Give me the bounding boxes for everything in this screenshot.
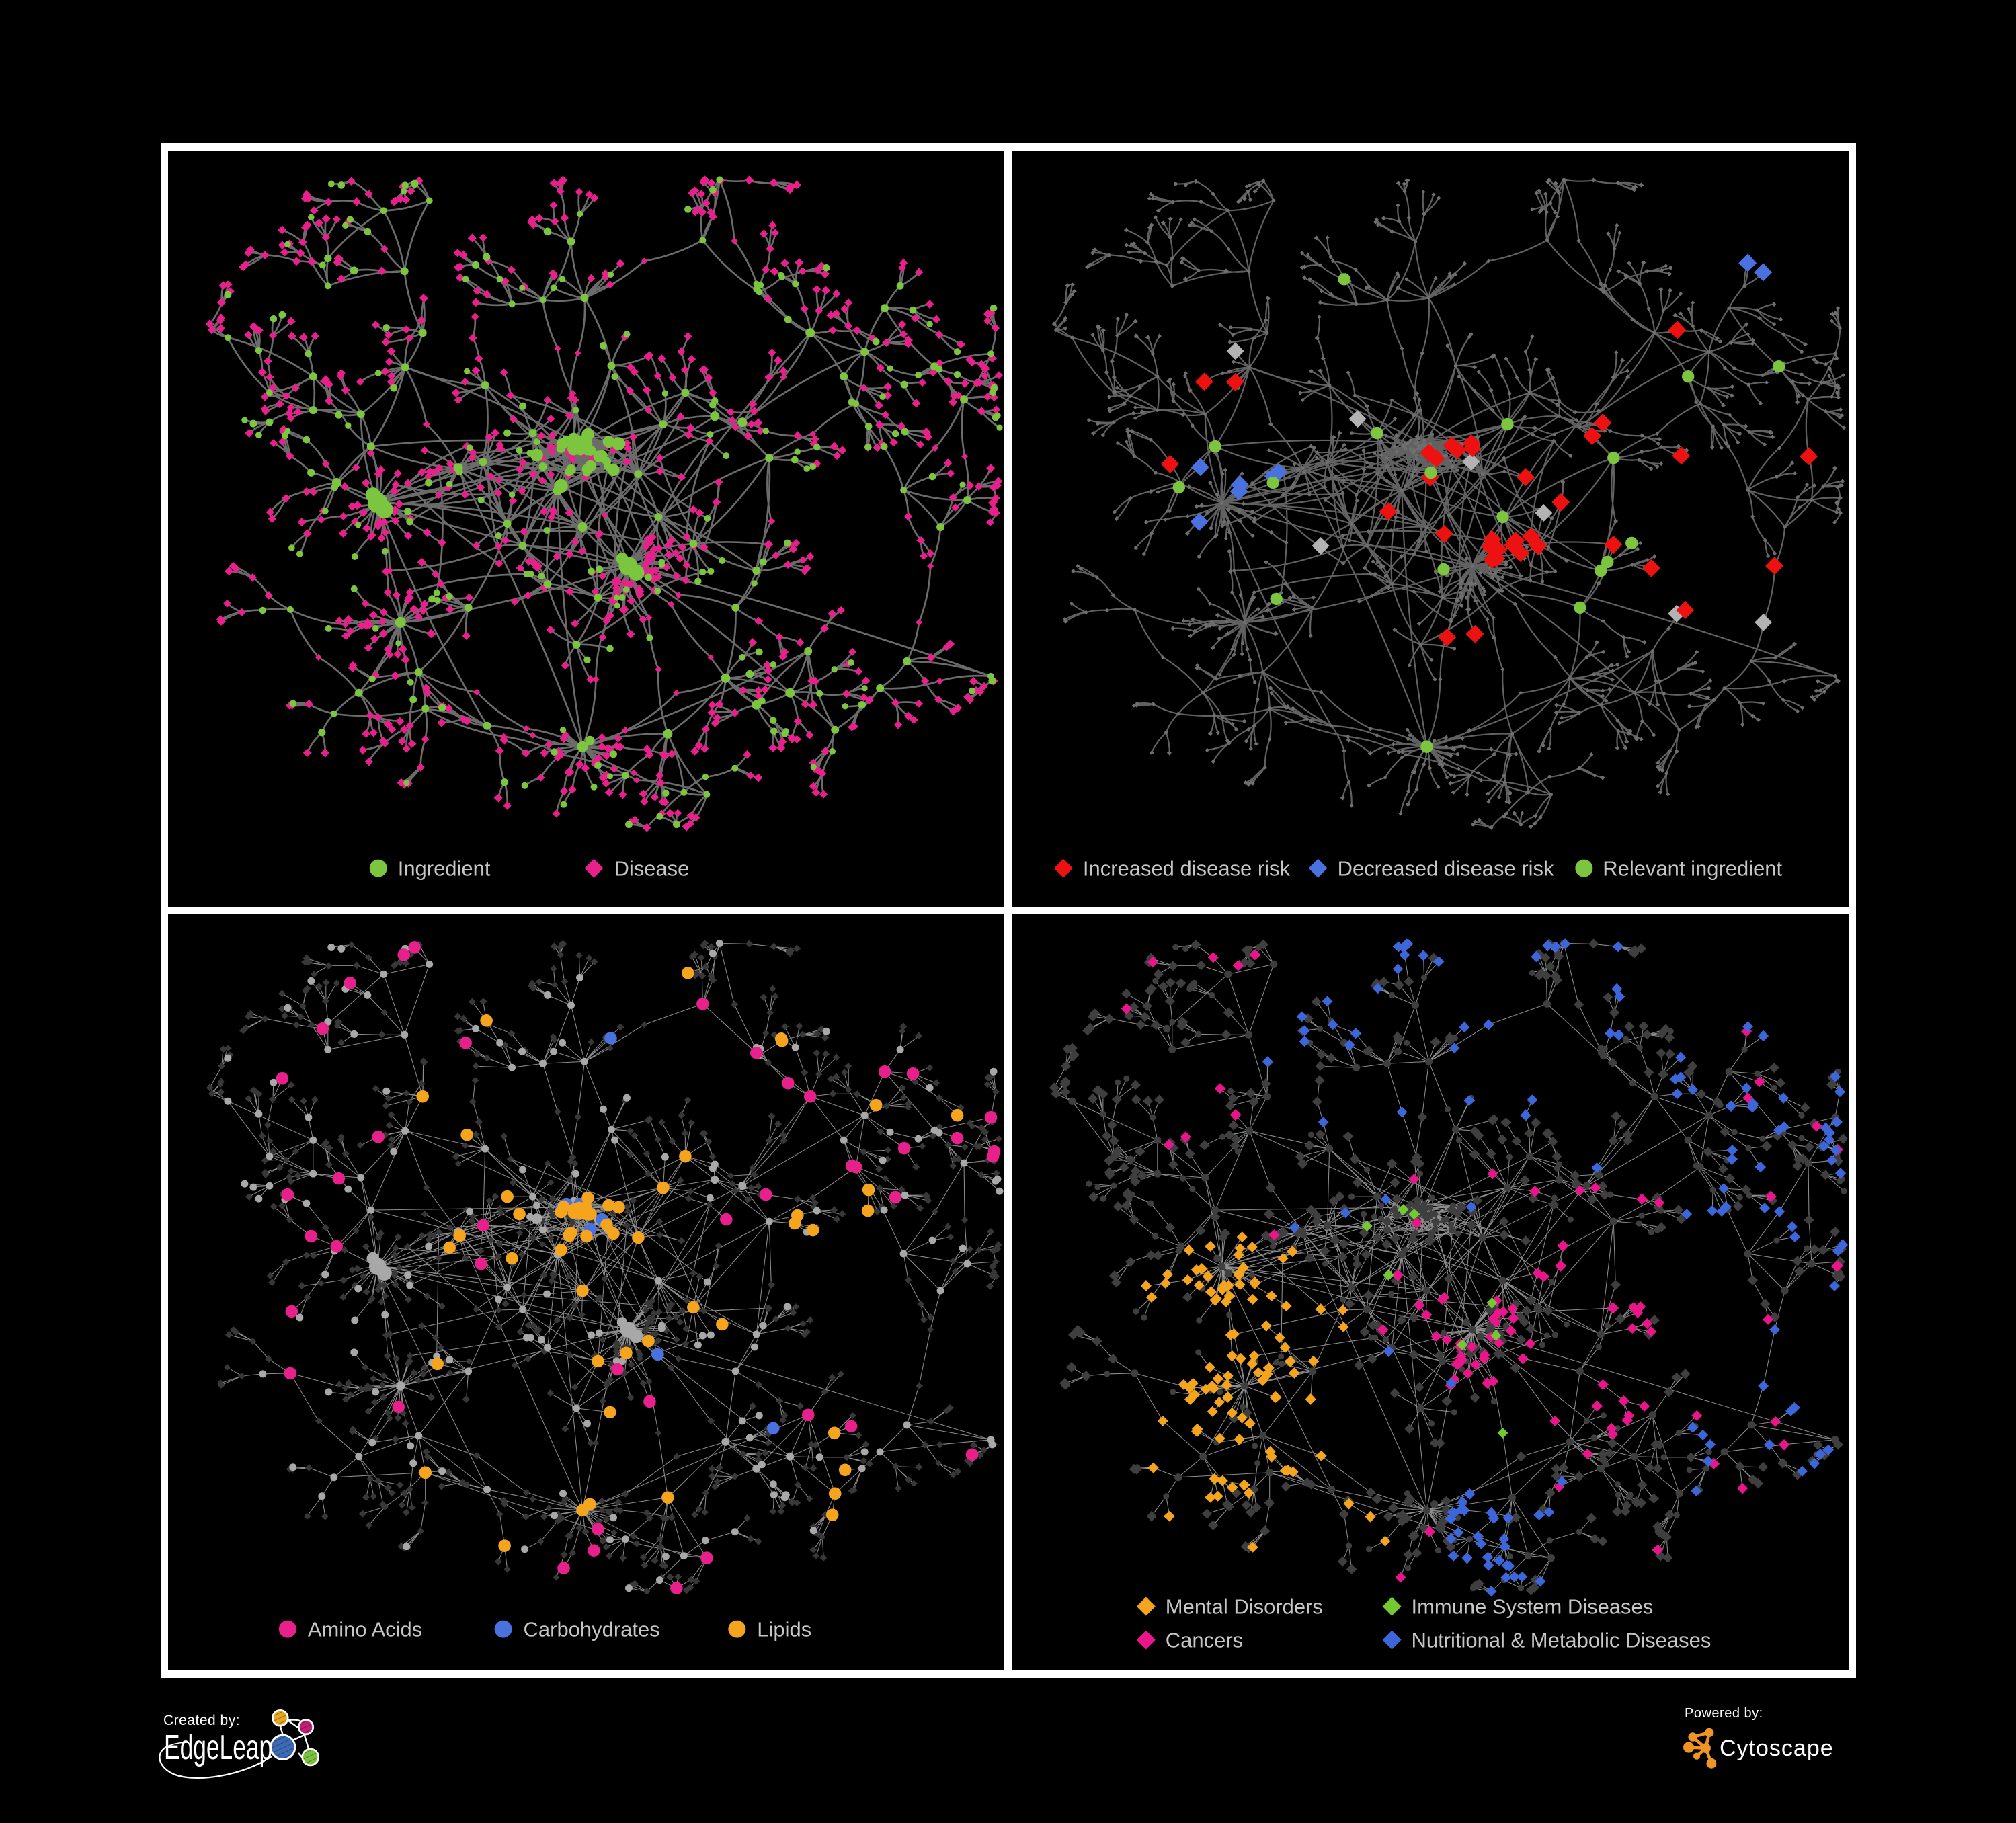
svg-text:Relevant ingredient: Relevant ingredient bbox=[1603, 857, 1782, 881]
svg-text:Nutritional & Metabolic Diseas: Nutritional & Metabolic Diseases bbox=[1412, 1629, 1711, 1652]
svg-text:Lipids: Lipids bbox=[757, 1618, 811, 1642]
svg-text:Amino Acids: Amino Acids bbox=[308, 1618, 422, 1642]
svg-text:Ingredient: Ingredient bbox=[398, 857, 491, 881]
svg-text:Mental Disorders: Mental Disorders bbox=[1166, 1595, 1323, 1619]
svg-text:Disease: Disease bbox=[614, 857, 689, 881]
svg-text:Cancers: Cancers bbox=[1166, 1629, 1243, 1652]
svg-text:Created by:: Created by: bbox=[163, 1713, 240, 1728]
svg-text:Immune System Diseases: Immune System Diseases bbox=[1412, 1595, 1654, 1619]
svg-text:Decreased disease risk: Decreased disease risk bbox=[1338, 857, 1554, 881]
svg-text:EdgeLeap: EdgeLeap bbox=[164, 1728, 272, 1767]
svg-text:Carbohydrates: Carbohydrates bbox=[524, 1618, 660, 1642]
svg-text:Increased disease risk: Increased disease risk bbox=[1083, 857, 1291, 881]
svg-text:Cytoscape: Cytoscape bbox=[1720, 1736, 1834, 1761]
svg-text:Powered by:: Powered by: bbox=[1685, 1706, 1763, 1721]
